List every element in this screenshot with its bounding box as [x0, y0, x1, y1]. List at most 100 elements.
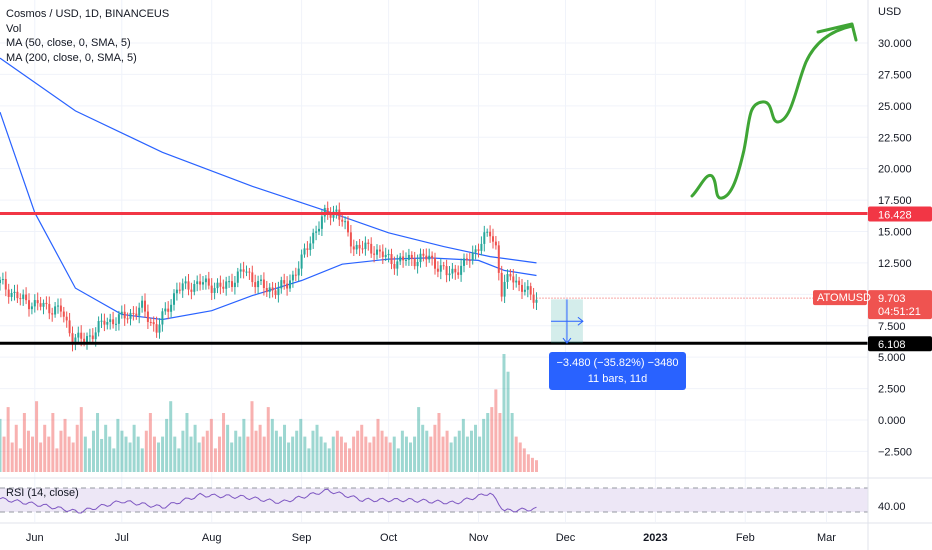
measurement-label: −3.480 (−35.82%) −3480 11 bars, 11d — [549, 352, 686, 390]
candle-body — [393, 264, 396, 269]
candle-body — [422, 253, 425, 256]
symbol-tag: ATOMUSD — [813, 290, 871, 306]
green-arrow-drawing[interactable] — [690, 22, 858, 200]
candle-body — [329, 214, 332, 218]
volume-bar — [116, 418, 120, 472]
volume-bar — [331, 436, 335, 472]
candle-body — [390, 254, 393, 265]
volume-bar — [522, 448, 526, 472]
time-tick-label: Nov — [469, 532, 489, 544]
time-tick-label: Mar — [817, 532, 836, 544]
candle-body — [419, 253, 422, 262]
measure-arrow-right — [577, 316, 584, 326]
candle-body — [74, 337, 77, 345]
volume-bar — [498, 413, 502, 472]
volume-bar — [392, 436, 396, 472]
candle-body — [315, 231, 318, 233]
volume-bar — [157, 442, 161, 472]
volume-bar — [238, 436, 242, 472]
volume-bar — [2, 436, 6, 472]
candle-body — [115, 323, 117, 325]
candle-body — [77, 332, 80, 338]
volume-bar — [364, 436, 368, 472]
candle-body — [22, 294, 25, 299]
volume-bar — [535, 460, 538, 472]
candle-body — [152, 322, 155, 325]
indicator-ma200[interactable]: MA (200, close, 0, SMA, 5) — [6, 51, 137, 64]
volume-bar — [242, 418, 246, 472]
volume-bar — [193, 424, 197, 472]
candle-body — [225, 281, 228, 289]
volume-bar — [283, 424, 287, 472]
volume-bar — [136, 436, 140, 472]
candle-body — [532, 294, 535, 303]
volume-bar — [262, 436, 266, 472]
candle-body — [318, 228, 320, 232]
time-tick-label: Aug — [202, 532, 222, 544]
candle-body — [457, 272, 460, 275]
volume-bar — [59, 430, 63, 472]
candle-body — [277, 288, 280, 296]
candle-body — [294, 274, 297, 276]
candle-body — [86, 336, 88, 343]
volume-bar — [144, 430, 148, 472]
volume-bar — [67, 436, 71, 472]
candle-body — [144, 300, 146, 312]
candle-body — [146, 311, 149, 322]
ma50-line — [0, 111, 537, 321]
volume-bar — [417, 407, 421, 472]
candle-body — [289, 280, 291, 289]
candles — [0, 201, 538, 352]
volume-bar — [201, 436, 205, 472]
candle-body — [112, 319, 115, 325]
indicator-vol[interactable]: Vol — [6, 22, 22, 35]
candle-body — [16, 291, 19, 299]
volume-bar — [96, 413, 100, 472]
volume-bar — [132, 424, 136, 472]
horizontal-levels[interactable] — [0, 212, 868, 345]
candle-body — [306, 248, 309, 250]
volume-bar — [91, 430, 95, 472]
candle-body — [352, 246, 355, 250]
candle-body — [109, 319, 112, 323]
volume-bar — [319, 436, 323, 472]
candle-body — [515, 280, 518, 283]
volume-bar — [514, 436, 518, 472]
volume-bar — [429, 436, 433, 472]
candle-body — [349, 232, 352, 247]
chart-legend: Cosmos / USD, 1D, BINANCEUS Vol MA (50, … — [6, 7, 169, 65]
volume-bar — [230, 442, 234, 472]
candle-body — [280, 280, 283, 289]
price-tick-label: 7.500 — [878, 321, 906, 333]
time-tick-label: Oct — [380, 532, 397, 544]
candle-body — [204, 278, 207, 283]
candle-body — [262, 279, 265, 289]
candle-body — [19, 298, 22, 300]
current-price-tag-bg — [868, 290, 932, 320]
volume-bar — [360, 424, 364, 472]
candle-body — [274, 290, 277, 296]
volume-bar — [506, 371, 510, 472]
indicator-ma50[interactable]: MA (50, close, 0, SMA, 5) — [6, 37, 131, 49]
volume-bar — [213, 448, 217, 472]
volume-bar — [421, 424, 425, 472]
candle-body — [407, 254, 410, 260]
candle-body — [503, 281, 506, 297]
volume-bar — [409, 442, 413, 472]
candle-body — [335, 209, 338, 212]
resistance-price-tag-text: 16.428 — [878, 210, 912, 222]
volume-bar — [465, 436, 469, 472]
candle-body — [80, 332, 83, 339]
candle-body — [428, 255, 431, 260]
candle-body — [132, 312, 135, 314]
rsi-legend[interactable]: RSI (14, close) — [6, 487, 79, 499]
volume-bar — [474, 424, 478, 472]
resistance-price-tag: 16.428 — [868, 206, 932, 222]
candle-body — [474, 249, 477, 253]
candle-body — [480, 243, 483, 251]
volume-bar — [315, 424, 319, 472]
current-price-tag-text: 9.703 — [878, 293, 906, 305]
measure-tool[interactable] — [551, 299, 584, 344]
candle-body — [286, 283, 289, 289]
